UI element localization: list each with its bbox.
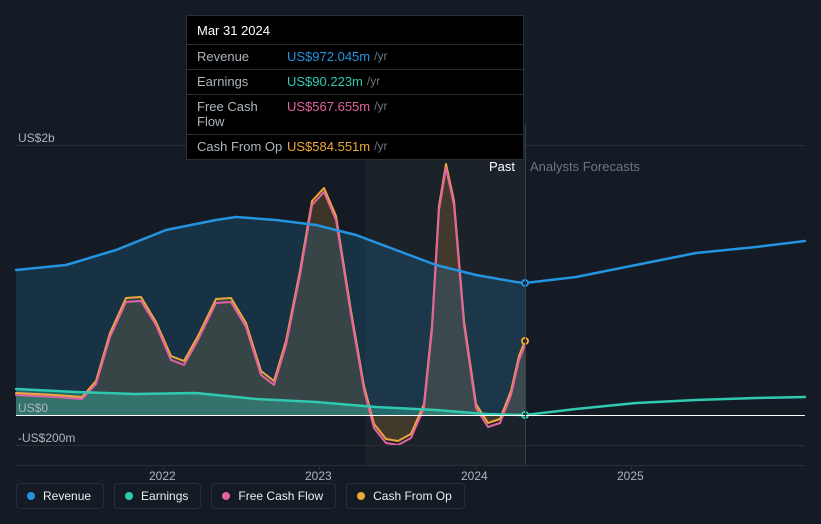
- y-axis-label: -US$200m: [18, 431, 75, 445]
- tooltip-metric-value: US$567.655m: [287, 99, 370, 129]
- gridline: [16, 445, 805, 446]
- plot-area[interactable]: [16, 125, 805, 465]
- tooltip-metric-label: Earnings: [197, 74, 287, 89]
- tooltip-metric-suffix: /yr: [367, 74, 380, 89]
- x-axis-label: 2024: [461, 469, 488, 483]
- tooltip-row: Free Cash FlowUS$567.655m/yr: [187, 95, 523, 135]
- tooltip-metric-suffix: /yr: [374, 49, 387, 64]
- tooltip-date: Mar 31 2024: [187, 16, 523, 45]
- gridline: [16, 465, 805, 466]
- tooltip-metric-value: US$972.045m: [287, 49, 370, 64]
- tooltip-row: RevenueUS$972.045m/yr: [187, 45, 523, 70]
- y-axis-label: US$0: [18, 401, 48, 415]
- forecast-region-label: Analysts Forecasts: [530, 159, 640, 174]
- tooltip-metric-label: Free Cash Flow: [197, 99, 287, 129]
- legend-label: Free Cash Flow: [238, 489, 323, 503]
- legend-dot-icon: [357, 492, 365, 500]
- x-axis-label: 2022: [149, 469, 176, 483]
- legend-label: Cash From Op: [373, 489, 452, 503]
- earnings-revenue-chart: Mar 31 2024 RevenueUS$972.045m/yrEarning…: [16, 15, 805, 509]
- legend-label: Earnings: [141, 489, 188, 503]
- tooltip-metric-suffix: /yr: [374, 99, 387, 129]
- legend-dot-icon: [125, 492, 133, 500]
- legend-item-earnings[interactable]: Earnings: [114, 483, 201, 509]
- chart-legend: Revenue Earnings Free Cash Flow Cash From O…: [16, 483, 465, 509]
- tooltip-row: Cash From OpUS$584.551m/yr: [187, 135, 523, 159]
- x-axis-label: 2025: [617, 469, 644, 483]
- zero-gridline: [16, 415, 805, 416]
- legend-item-cash-from-op[interactable]: Cash From Op: [346, 483, 465, 509]
- legend-dot-icon: [222, 492, 230, 500]
- x-axis-label: 2023: [305, 469, 332, 483]
- tooltip-metric-value: US$90.223m: [287, 74, 363, 89]
- tooltip-metric-label: Cash From Op: [197, 139, 287, 154]
- chart-svg: [16, 125, 805, 465]
- tooltip-row: EarningsUS$90.223m/yr: [187, 70, 523, 95]
- legend-dot-icon: [27, 492, 35, 500]
- past-region-label: Past: [489, 159, 515, 174]
- tooltip-metric-value: US$584.551m: [287, 139, 370, 154]
- legend-item-revenue[interactable]: Revenue: [16, 483, 104, 509]
- y-axis-label: US$2b: [18, 131, 55, 145]
- chart-tooltip: Mar 31 2024 RevenueUS$972.045m/yrEarning…: [186, 15, 524, 160]
- cursor-line: [525, 125, 526, 465]
- legend-label: Revenue: [43, 489, 91, 503]
- legend-item-free-cash-flow[interactable]: Free Cash Flow: [211, 483, 336, 509]
- tooltip-metric-suffix: /yr: [374, 139, 387, 154]
- tooltip-metric-label: Revenue: [197, 49, 287, 64]
